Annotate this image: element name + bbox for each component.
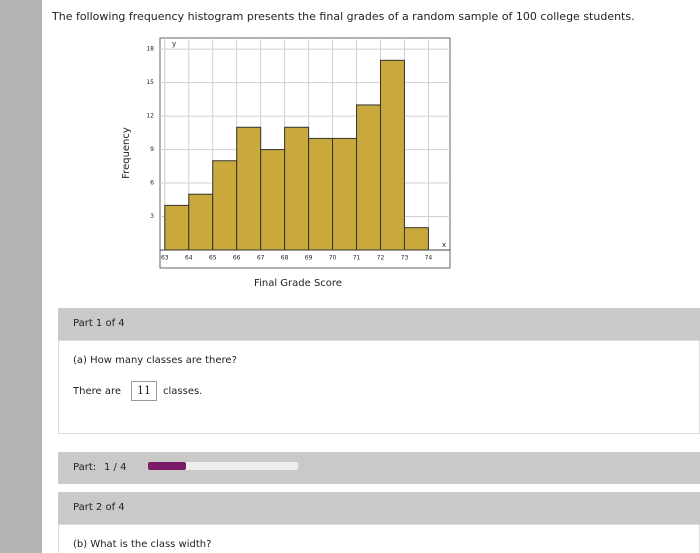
progress-track	[148, 462, 298, 470]
bar	[236, 126, 262, 251]
part1-header-band	[58, 308, 700, 340]
x-symbol: x	[442, 241, 446, 249]
x-tick-label: 71	[353, 255, 361, 262]
part1-prompt: (a) How many classes are there?	[73, 355, 237, 366]
y-tick-label: 12	[146, 113, 154, 120]
x-tick-label: 65	[209, 255, 217, 262]
part2-header: Part 2 of 4	[73, 502, 125, 513]
x-tick-label: 64	[185, 255, 193, 262]
answer-box[interactable]: 11	[131, 381, 157, 401]
progress-label: Part:	[73, 462, 97, 473]
part1-header: Part 1 of 4	[73, 318, 125, 329]
bar	[332, 137, 358, 251]
side-gutter	[0, 0, 42, 553]
bar	[284, 126, 310, 251]
x-tick-label: 67	[257, 255, 265, 262]
y-axis-label: Frequency	[121, 127, 132, 179]
bar	[260, 149, 286, 251]
part2-box	[58, 524, 700, 553]
answer-before: There are	[73, 386, 121, 397]
histogram: Frequency Final Grade Score y x 36912151…	[121, 37, 451, 289]
progress-fill	[148, 462, 186, 470]
progress-status: 1 / 4	[104, 462, 127, 473]
x-tick-label: 68	[281, 255, 289, 262]
y-tick-label: 18	[146, 46, 154, 53]
bar	[188, 193, 214, 251]
bar	[308, 137, 334, 251]
bar	[212, 160, 238, 251]
x-tick-label: 70	[329, 255, 337, 262]
x-tick-label: 66	[233, 255, 241, 262]
bar	[164, 204, 190, 251]
part2-header-band	[58, 492, 700, 524]
y-tick-label: 6	[150, 180, 154, 187]
part1-box	[58, 340, 700, 434]
bar	[356, 104, 381, 251]
question-text: The following frequency histogram presen…	[52, 10, 635, 23]
x-tick-label: 69	[305, 255, 313, 262]
x-tick-label: 63	[161, 255, 169, 262]
x-axis-label: Final Grade Score	[254, 278, 342, 289]
part2-prompt: (b) What is the class width?	[73, 539, 212, 550]
bar	[379, 59, 405, 251]
x-tick-label: 74	[425, 255, 433, 262]
x-tick-label: 72	[377, 255, 385, 262]
y-tick-label: 9	[150, 146, 154, 153]
y-tick-label: 15	[146, 79, 154, 86]
x-tick-label: 73	[401, 255, 409, 262]
y-tick-label: 3	[150, 213, 154, 220]
bar	[403, 227, 429, 251]
y-symbol: y	[172, 40, 176, 48]
answer-after: classes.	[163, 386, 203, 397]
